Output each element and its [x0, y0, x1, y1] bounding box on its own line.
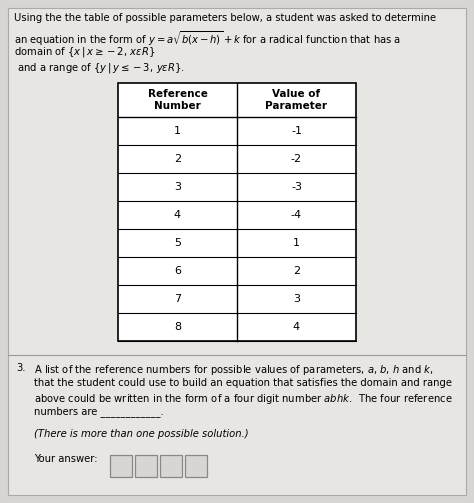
Text: numbers are ____________.: numbers are ____________.: [34, 406, 164, 417]
Text: -2: -2: [291, 154, 302, 164]
Text: an equation in the form of $y =a\sqrt{b(x-h)}+k$ for a radical function that has: an equation in the form of $y =a\sqrt{b(…: [14, 29, 401, 48]
Text: Using the the table of possible parameters below, a student was asked to determi: Using the the table of possible paramete…: [14, 13, 436, 23]
Text: 4: 4: [293, 322, 300, 332]
Text: A list of the reference numbers for possible values of parameters, $a$, $b$, $h$: A list of the reference numbers for poss…: [34, 363, 434, 377]
Bar: [110, 455, 132, 476]
Text: 4: 4: [174, 210, 181, 220]
Text: -4: -4: [291, 210, 302, 220]
Text: above could be written in the form of a four digit number $abhk$.  The four refe: above could be written in the form of a …: [34, 392, 453, 406]
Text: Value of
Parameter: Value of Parameter: [265, 89, 328, 111]
Text: 6: 6: [174, 266, 181, 276]
Text: 2: 2: [174, 154, 181, 164]
Bar: [160, 455, 182, 476]
Text: 5: 5: [174, 238, 181, 248]
Text: domain of $\{x\,|\,x\geq -2,\,x\varepsilon R\}$: domain of $\{x\,|\,x\geq -2,\,x\varepsil…: [14, 45, 155, 59]
Text: 3: 3: [174, 182, 181, 192]
Text: -3: -3: [291, 182, 302, 192]
Text: 7: 7: [174, 294, 181, 304]
Text: Your answer:: Your answer:: [34, 454, 98, 463]
Bar: [185, 455, 207, 476]
Text: 1: 1: [174, 126, 181, 136]
Bar: [135, 455, 157, 476]
Text: 1: 1: [293, 238, 300, 248]
Text: that the student could use to build an equation that satisfies the domain and ra: that the student could use to build an e…: [34, 377, 452, 387]
Text: -1: -1: [291, 126, 302, 136]
Text: 2: 2: [293, 266, 300, 276]
Text: 3: 3: [293, 294, 300, 304]
Text: 8: 8: [174, 322, 181, 332]
Bar: [118, 83, 356, 341]
Text: 3.: 3.: [16, 363, 26, 373]
Text: (There is more than one possible solution.): (There is more than one possible solutio…: [34, 429, 249, 439]
Text: and a range of $\{y\,|\,y\leq -3,\, y\varepsilon R\}$.: and a range of $\{y\,|\,y\leq -3,\, y\va…: [14, 61, 185, 75]
Text: Reference
Number: Reference Number: [147, 89, 208, 111]
